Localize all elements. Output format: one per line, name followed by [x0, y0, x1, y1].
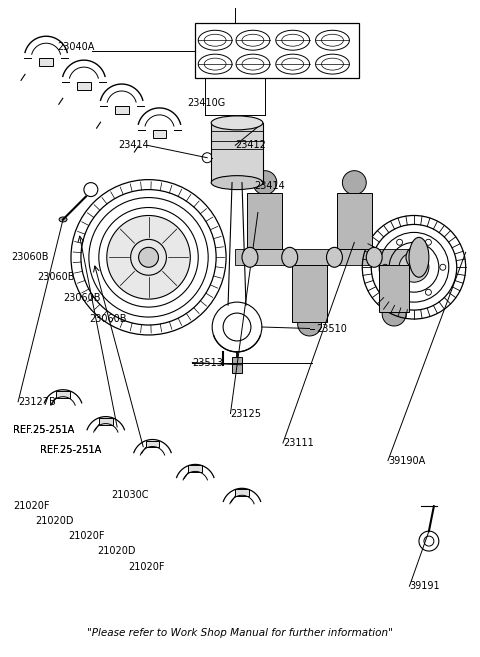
Text: 23510: 23510 [316, 323, 347, 334]
Text: 23414: 23414 [119, 141, 149, 150]
Circle shape [107, 215, 190, 299]
Text: 23060B: 23060B [90, 313, 127, 324]
Text: REF.25-251A: REF.25-251A [13, 425, 74, 435]
Circle shape [399, 252, 429, 283]
Bar [195, 23, 360, 78]
Ellipse shape [282, 247, 298, 267]
Text: 21020D: 21020D [97, 546, 135, 556]
Ellipse shape [326, 247, 342, 267]
Bar [235, 489, 249, 496]
Text: 21020D: 21020D [35, 516, 73, 526]
Text: 23125: 23125 [230, 409, 262, 419]
Text: 23040A: 23040A [57, 42, 95, 52]
Ellipse shape [366, 247, 382, 267]
Bar [115, 106, 129, 114]
Text: 21020F: 21020F [13, 501, 50, 511]
Ellipse shape [211, 116, 263, 130]
Ellipse shape [59, 217, 67, 222]
Circle shape [139, 247, 158, 267]
Bar [235, 250, 419, 265]
Bar [232, 357, 242, 373]
Bar [39, 58, 53, 66]
Text: 21030C: 21030C [111, 489, 149, 500]
Bar [188, 465, 202, 472]
Bar [211, 123, 263, 183]
Bar [292, 265, 327, 322]
Text: 23127B: 23127B [18, 397, 56, 407]
Circle shape [253, 171, 277, 194]
Text: REF.25-251A: REF.25-251A [39, 445, 101, 455]
Text: 21020F: 21020F [128, 562, 164, 572]
Bar [379, 265, 409, 312]
Ellipse shape [211, 175, 263, 190]
Text: 23060B: 23060B [37, 273, 75, 283]
Circle shape [298, 312, 322, 336]
Bar [153, 130, 167, 138]
Text: 23414: 23414 [254, 181, 285, 191]
Circle shape [342, 171, 366, 194]
Bar [145, 441, 159, 447]
Text: 39190A: 39190A [388, 456, 425, 466]
Text: 23412: 23412 [235, 141, 266, 150]
Text: 39191: 39191 [409, 581, 440, 591]
Text: 23410G: 23410G [188, 98, 226, 108]
Ellipse shape [242, 247, 258, 267]
Text: 23111: 23111 [283, 438, 314, 448]
Bar [77, 82, 91, 90]
Bar [56, 391, 70, 397]
Text: 21020F: 21020F [68, 531, 105, 541]
Text: "Please refer to Work Shop Manual for further information": "Please refer to Work Shop Manual for fu… [87, 627, 393, 638]
Bar [248, 193, 282, 250]
Text: 23060B: 23060B [11, 252, 48, 261]
Bar [99, 418, 113, 424]
Ellipse shape [409, 237, 429, 277]
Bar [337, 193, 372, 250]
Text: REF.25-251A: REF.25-251A [13, 425, 74, 435]
Ellipse shape [406, 247, 422, 267]
Text: REF.25-251A: REF.25-251A [39, 445, 101, 455]
Text: 23060B: 23060B [63, 293, 101, 303]
Circle shape [382, 302, 406, 326]
Text: 23513: 23513 [192, 357, 223, 367]
